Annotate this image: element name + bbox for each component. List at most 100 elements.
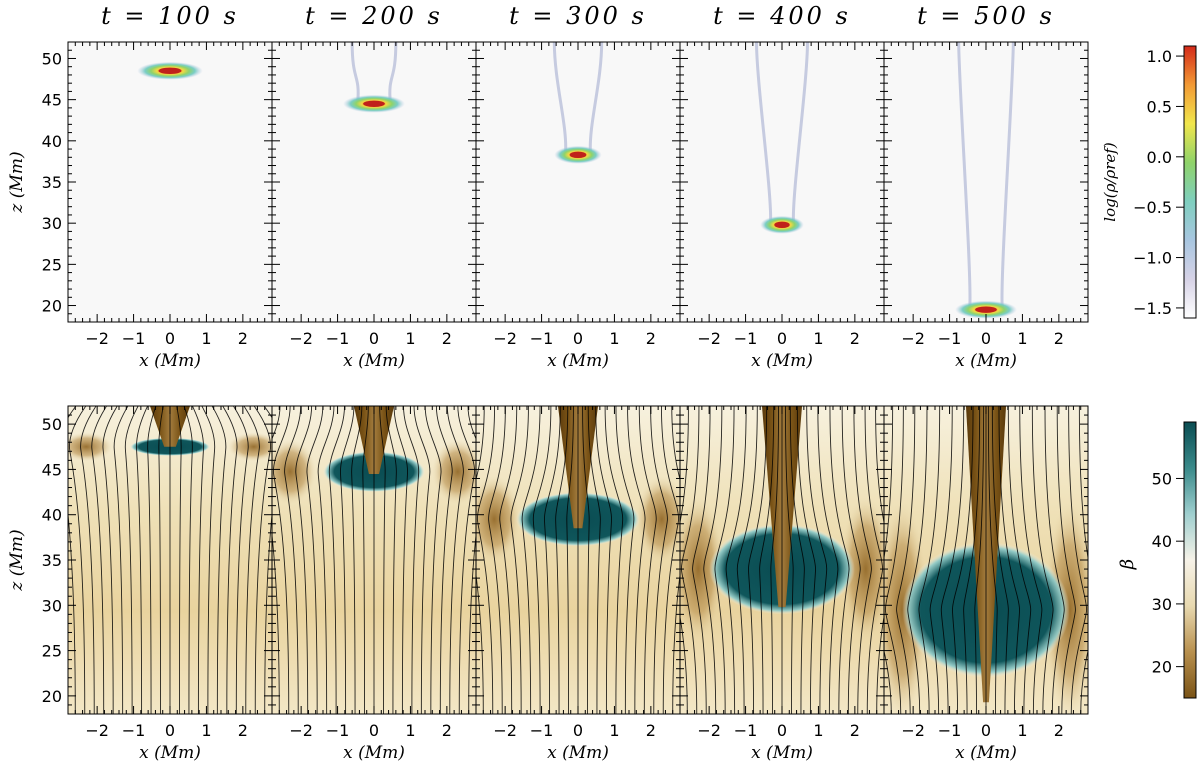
x-tick-label: −1: [938, 329, 962, 348]
x-tick-label: 0: [165, 329, 175, 348]
field-line: [796, 406, 816, 714]
x-tick-label: 0: [777, 721, 787, 740]
field-line: [476, 406, 496, 714]
field-line: [233, 406, 249, 714]
x-tick-label: −2: [493, 721, 517, 740]
field-line: [650, 406, 668, 714]
density-stream: [1000, 42, 1015, 308]
field-line: [68, 406, 77, 714]
x-tick-label: −2: [901, 329, 925, 348]
field-line: [435, 406, 453, 714]
x-axis-label: x (Mm): [751, 351, 813, 371]
field-line: [952, 406, 974, 714]
colorbar-tick-label: 0.5: [1147, 97, 1172, 116]
density-panel-5: [955, 42, 1017, 319]
x-tick-label: −2: [493, 329, 517, 348]
field-line: [295, 406, 313, 714]
low-beta-flank: [272, 439, 317, 505]
x-tick-label: 2: [238, 721, 248, 740]
x-axis-label: x (Mm): [751, 743, 813, 763]
density-panel-2: [343, 42, 405, 113]
field-line: [176, 406, 182, 714]
y-axis-label: z (Mm): [7, 529, 27, 591]
low-beta-flank: [431, 439, 476, 505]
x-tick-label: −2: [289, 721, 313, 740]
field-line: [124, 406, 139, 714]
field-line: [748, 406, 768, 714]
field-line: [499, 406, 518, 714]
field-line: [615, 406, 635, 714]
field-line: [272, 406, 281, 714]
density-stream: [791, 42, 809, 223]
field-line: [853, 406, 872, 714]
field-line: [896, 406, 916, 714]
x-tick-label: 2: [850, 721, 860, 740]
density-colorbar: [1183, 45, 1197, 319]
density-panel-background: [68, 42, 272, 322]
field-line: [918, 406, 941, 714]
field-line: [1031, 406, 1054, 714]
field-line: [595, 406, 612, 714]
x-tick-label: −2: [901, 721, 925, 740]
x-tick-label: 1: [1017, 721, 1027, 740]
field-line: [638, 406, 657, 714]
field-line: [671, 406, 680, 714]
x-tick-label: 1: [609, 329, 619, 348]
field-line: [243, 406, 260, 714]
field-line: [272, 406, 291, 714]
y-tick-label: 25: [42, 642, 62, 661]
x-tick-label: 1: [405, 329, 415, 348]
x-tick-label: 1: [405, 721, 415, 740]
x-tick-label: 2: [238, 329, 248, 348]
beta-colorbar-label: β: [1117, 559, 1138, 570]
field-line: [841, 406, 861, 714]
field-line: [328, 406, 345, 714]
y-tick-label: 40: [42, 506, 62, 525]
y-tick-label: 45: [42, 460, 62, 479]
density-colorbar-label: log(ρ/ρref): [1101, 142, 1119, 222]
field-line: [963, 406, 981, 714]
x-tick-label: 1: [609, 721, 619, 740]
panel-title: t = 500 s: [917, 2, 1055, 30]
field-line: [510, 406, 529, 714]
density-panel-background: [272, 42, 476, 322]
panel-title: t = 400 s: [713, 2, 851, 30]
field-line: [582, 406, 590, 714]
y-tick-label: 20: [42, 687, 62, 706]
x-tick-label: 0: [165, 721, 175, 740]
x-tick-label: −1: [734, 721, 758, 740]
density-stream: [350, 42, 360, 102]
x-tick-label: 0: [369, 721, 379, 740]
field-line: [714, 406, 735, 714]
x-tick-label: −2: [289, 329, 313, 348]
condensation-core: [975, 306, 997, 313]
density-panel-background: [680, 42, 884, 322]
colorbar-tick-label: −0.5: [1133, 198, 1172, 217]
field-line: [604, 406, 624, 714]
density-stream: [957, 42, 972, 308]
colorbar-tick-label: 20: [1152, 658, 1172, 677]
field-line: [1056, 406, 1076, 714]
field-line: [385, 406, 397, 714]
density-stream: [588, 42, 604, 153]
field-line: [424, 406, 442, 714]
x-axis-label: x (Mm): [343, 743, 405, 763]
colorbar-tick-label: 50: [1152, 469, 1172, 488]
x-tick-label: −1: [326, 329, 350, 348]
x-tick-label: 1: [813, 721, 823, 740]
field-line: [680, 406, 689, 714]
y-tick-label: 35: [42, 173, 62, 192]
field-line: [222, 406, 238, 714]
field-line: [211, 406, 227, 714]
beta-colorbar: [1183, 421, 1197, 699]
density-stream: [755, 42, 773, 223]
x-tick-label: 2: [646, 329, 656, 348]
colorbar-tick-label: 0.0: [1147, 148, 1172, 167]
x-axis-label: x (Mm): [955, 743, 1017, 763]
beta-panel-3: [476, 406, 680, 714]
field-line: [587, 406, 601, 714]
x-tick-label: 1: [201, 721, 211, 740]
field-line: [566, 406, 574, 714]
x-tick-label: −1: [530, 721, 554, 740]
condensation-core: [774, 221, 790, 229]
